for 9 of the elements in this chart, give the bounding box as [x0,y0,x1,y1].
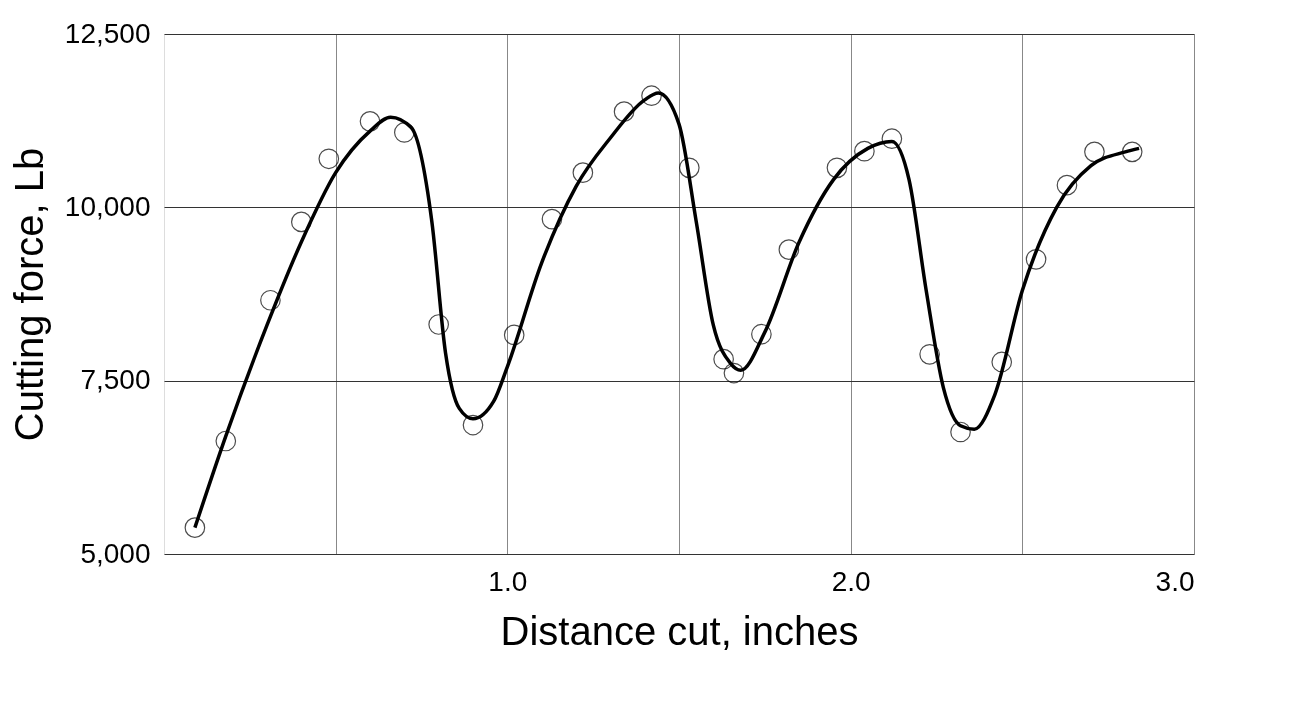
x-tick-label: 3.0 [1155,565,1195,597]
x-tick-label: 2.0 [831,565,871,597]
y-axis-title: Cutting force, Lb [6,147,51,442]
y-tick-label: 7,500 [80,364,151,396]
y-tick-label: 12,500 [64,17,151,49]
x-axis-title: Distance cut, inches [500,608,859,653]
x-tick-label: 1.0 [488,565,528,597]
y-tick-label: 5,000 [80,537,151,569]
y-tick-label: 10,000 [64,190,151,222]
